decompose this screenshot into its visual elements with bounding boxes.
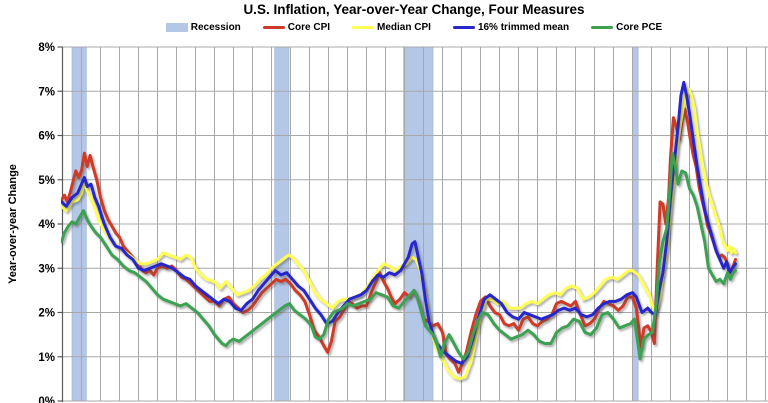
legend-label: Median CPI [377, 22, 431, 33]
trimmed-mean-line-swatch [452, 25, 475, 30]
y-tick-label: 6% [38, 131, 55, 143]
legend-label: Core PCE [616, 22, 663, 33]
y-tick-label: 5% [38, 175, 55, 187]
y-tick-label: 1% [38, 352, 55, 364]
y-tick-label: 3% [38, 263, 55, 275]
y-tick-label: 7% [38, 86, 55, 98]
series-lines [61, 80, 737, 381]
y-tick-label: 0% [38, 396, 55, 403]
median-cpi-line-swatch [352, 25, 375, 30]
core-pce-line-swatch [591, 25, 614, 30]
series-core-pce [61, 151, 737, 361]
core-cpi-line-swatch [262, 25, 285, 30]
legend-label: Recession [190, 22, 241, 33]
legend-item-core-pce: Core PCE [591, 22, 662, 33]
chart-title: U.S. Inflation, Year-over-Year Change, F… [243, 2, 585, 17]
y-axis: 8% 7% 6% 5% 4% 3% 2% 1% 0% [38, 42, 64, 403]
legend-item-recession: Recession [165, 22, 241, 33]
legend-item-median-cpi: Median CPI [352, 22, 431, 33]
chart-legend: Recession Core CPI Median CPI 16% trimme… [60, 22, 768, 33]
recession-swatch [165, 23, 188, 32]
legend-label: Core CPI [287, 22, 331, 33]
legend-label: 16% trimmed mean [477, 22, 570, 33]
y-tick-label: 2% [38, 308, 55, 320]
y-tick-label: 8% [38, 42, 55, 54]
legend-item-core-cpi: Core CPI [262, 22, 331, 33]
legend-item-trimmed-mean: 16% trimmed mean [452, 22, 570, 33]
y-tick-label: 4% [38, 219, 55, 231]
